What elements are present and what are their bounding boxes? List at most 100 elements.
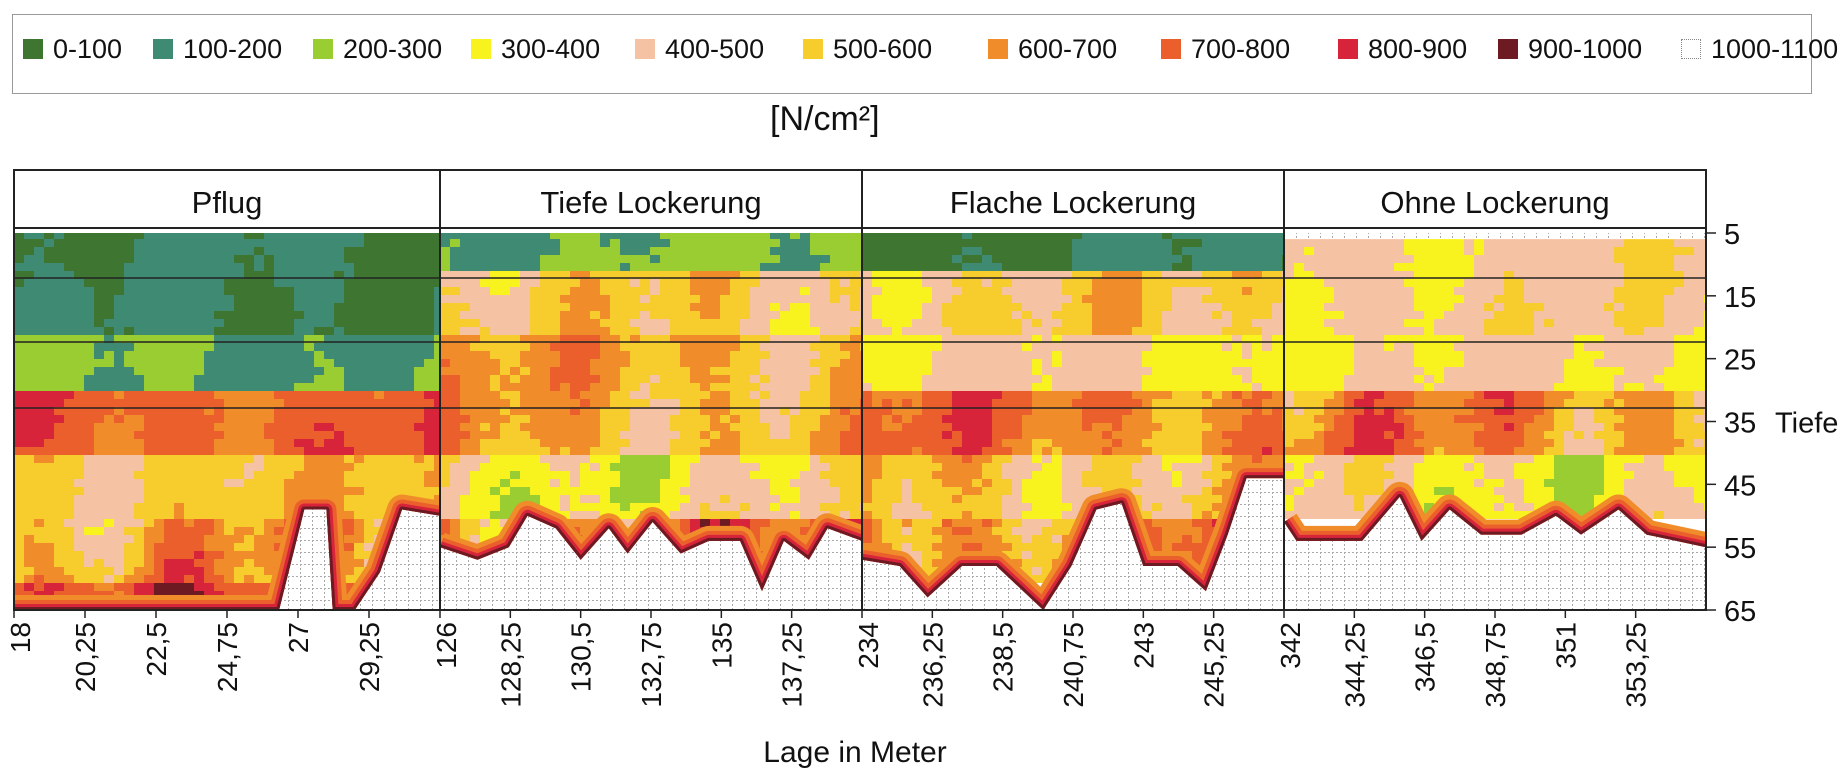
heat-cell [510,447,521,456]
heat-cell [304,487,315,496]
heat-cell [750,455,761,464]
heat-cell [470,239,481,248]
heat-cell [134,343,145,352]
heat-cell [470,263,481,272]
heat-cell [600,479,611,488]
heat-cell [64,303,75,312]
heat-cell [234,295,245,304]
heat-cell [214,407,225,416]
heat-cell [610,295,621,304]
heat-cell [174,559,185,568]
heat-cell [700,455,711,464]
heat-cell [1262,247,1273,256]
heat-cell [164,503,175,512]
heat-cell [1202,359,1213,368]
heat-cell [214,319,225,328]
heat-cell [972,359,983,368]
heat-cell [414,247,425,256]
heat-cell [932,295,943,304]
heat-cell [720,383,731,392]
heat-cell [1032,375,1043,384]
heat-cell [114,391,125,400]
heat-cell [580,479,591,488]
heat-cell [470,407,481,416]
heat-cell [204,367,215,376]
heat-cell [520,247,531,256]
heat-cell [550,431,561,440]
legend-swatch [1161,39,1181,59]
heat-cell [124,447,135,456]
heat-cell [84,279,95,288]
heat-cell [1212,367,1223,376]
heat-cell [204,399,215,408]
heat-cell [750,511,761,520]
heat-cell [354,311,365,320]
heat-cell [760,455,771,464]
heat-cell [450,247,461,256]
heat-cell [1232,335,1243,344]
heat-cell [124,535,135,544]
heat-cell [74,455,85,464]
heat-cell [1152,233,1163,240]
heat-cell [540,303,551,312]
heat-cell [830,479,841,488]
heat-cell [234,431,245,440]
heat-cell [274,255,285,264]
heat-cell [450,359,461,368]
heat-cell [780,263,791,272]
heat-cell [144,343,155,352]
heat-cell [54,303,65,312]
heat-cell [1032,255,1043,264]
heat-cell [84,455,95,464]
legend-swatch [1338,39,1358,59]
heat-cell [892,327,903,336]
legend-label: 400-500 [665,34,765,64]
heat-cell [124,335,135,344]
heat-cell [284,399,295,408]
heat-cell [104,367,115,376]
heat-cell [314,351,325,360]
heat-cell [780,431,791,440]
heat-cell [750,527,761,536]
heat-cell [1142,319,1153,328]
heat-cell [1032,287,1043,296]
heat-cell [84,327,95,336]
heat-cell [800,343,811,352]
heat-cell [640,335,651,344]
heat-cell [184,431,195,440]
heat-cell [1162,327,1173,336]
heat-cell [294,233,305,240]
heat-cell [942,359,953,368]
heat-cell [790,439,801,448]
heat-cell [810,375,821,384]
heat-cell [590,503,601,512]
heat-cell [640,255,651,264]
heat-cell [154,335,165,344]
heat-cell [324,383,335,392]
heat-cell [14,463,25,472]
heat-cell [1192,263,1203,272]
heat-cell [304,367,315,376]
heat-cell [294,367,305,376]
heat-cell [224,295,235,304]
heat-cell [1162,319,1173,328]
heat-cell [164,311,175,320]
heat-cell [440,383,451,392]
heat-cell [650,391,661,400]
heat-cell [294,263,305,272]
heat-cell [800,359,811,368]
heat-cell [1252,295,1263,304]
heat-cell [740,343,751,352]
heat-cell [680,511,691,520]
heat-cell [580,367,591,376]
heat-cell [590,439,601,448]
heat-cell [1082,359,1093,368]
heat-cell [750,319,761,328]
heat-cell [932,367,943,376]
heat-cell [204,263,215,272]
heat-cell [334,247,345,256]
heat-cell [640,287,651,296]
heat-cell [244,415,255,424]
heat-cell [164,399,175,408]
heat-cell [124,567,135,576]
